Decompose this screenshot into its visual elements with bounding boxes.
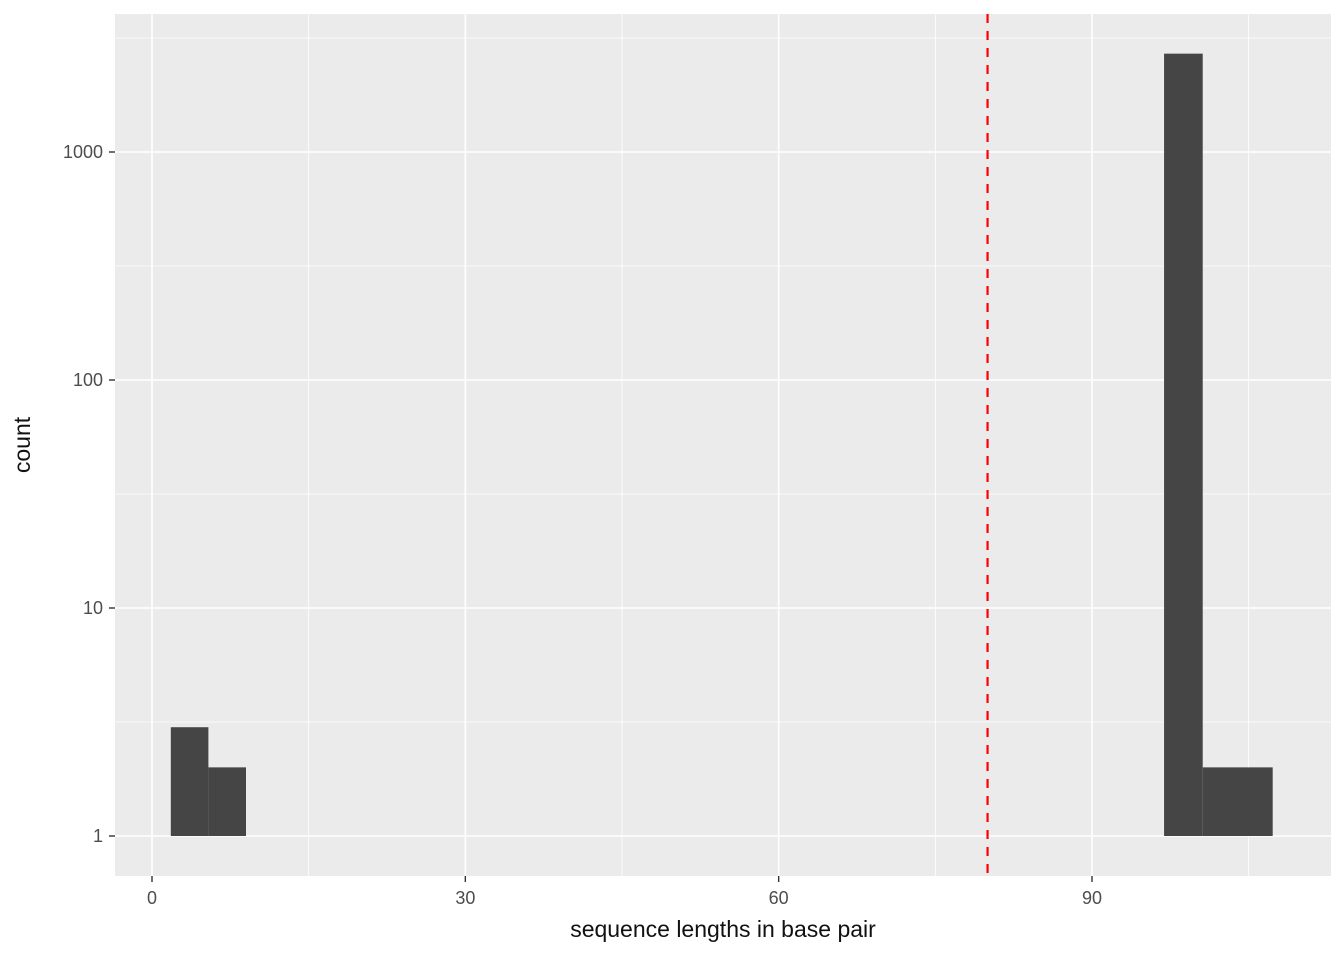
y-axis-title: count xyxy=(9,416,35,473)
plot-panel xyxy=(115,14,1331,876)
y-tick-label: 100 xyxy=(73,370,103,390)
x-axis-title: sequence lengths in base pair xyxy=(570,916,876,942)
histogram-bars xyxy=(170,53,1273,837)
axis-tick-labels: 0 30 60 90 1 10 100 1000 xyxy=(63,142,1102,908)
x-tick-label: 60 xyxy=(769,888,789,908)
y-tick-label: 1000 xyxy=(63,142,103,162)
x-tick-label: 0 xyxy=(147,888,157,908)
axis-ticks xyxy=(109,151,1093,882)
y-tick-label: 1 xyxy=(93,826,103,846)
gridlines xyxy=(115,14,1331,876)
y-tick-label: 10 xyxy=(83,598,103,618)
histogram-bar xyxy=(1202,767,1273,836)
x-tick-label: 90 xyxy=(1082,888,1102,908)
x-tick-label: 30 xyxy=(455,888,475,908)
histogram-bar xyxy=(208,767,246,836)
histogram-bar xyxy=(170,727,209,836)
panel-background xyxy=(115,14,1331,876)
histogram-bar xyxy=(1164,53,1203,837)
